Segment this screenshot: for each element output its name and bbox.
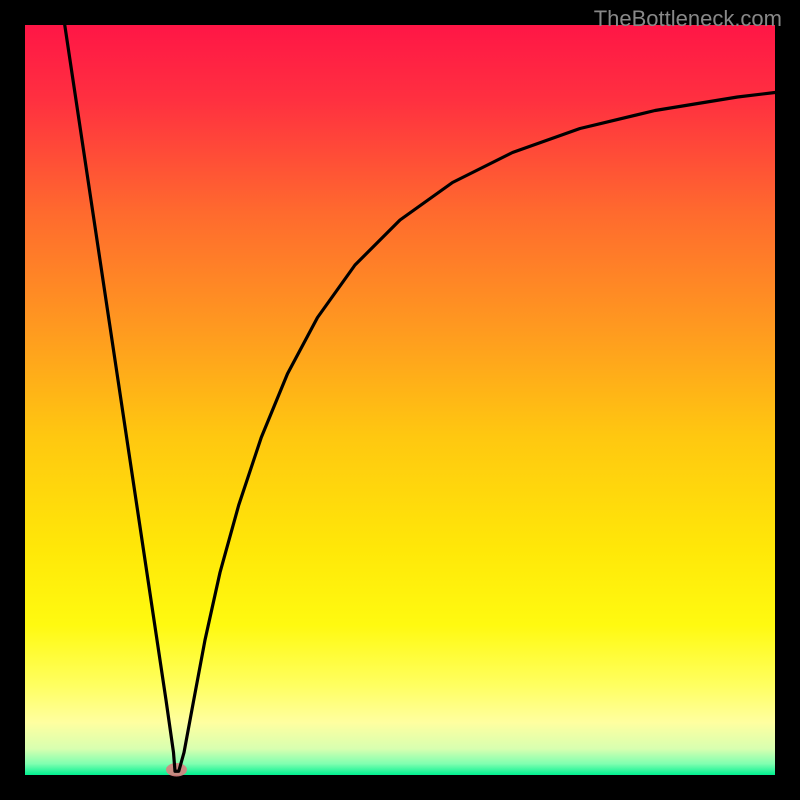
watermark-text: TheBottleneck.com (594, 6, 782, 32)
chart-plot-background (25, 25, 775, 775)
bottleneck-curve-chart (0, 0, 800, 800)
chart-container: TheBottleneck.com (0, 0, 800, 800)
